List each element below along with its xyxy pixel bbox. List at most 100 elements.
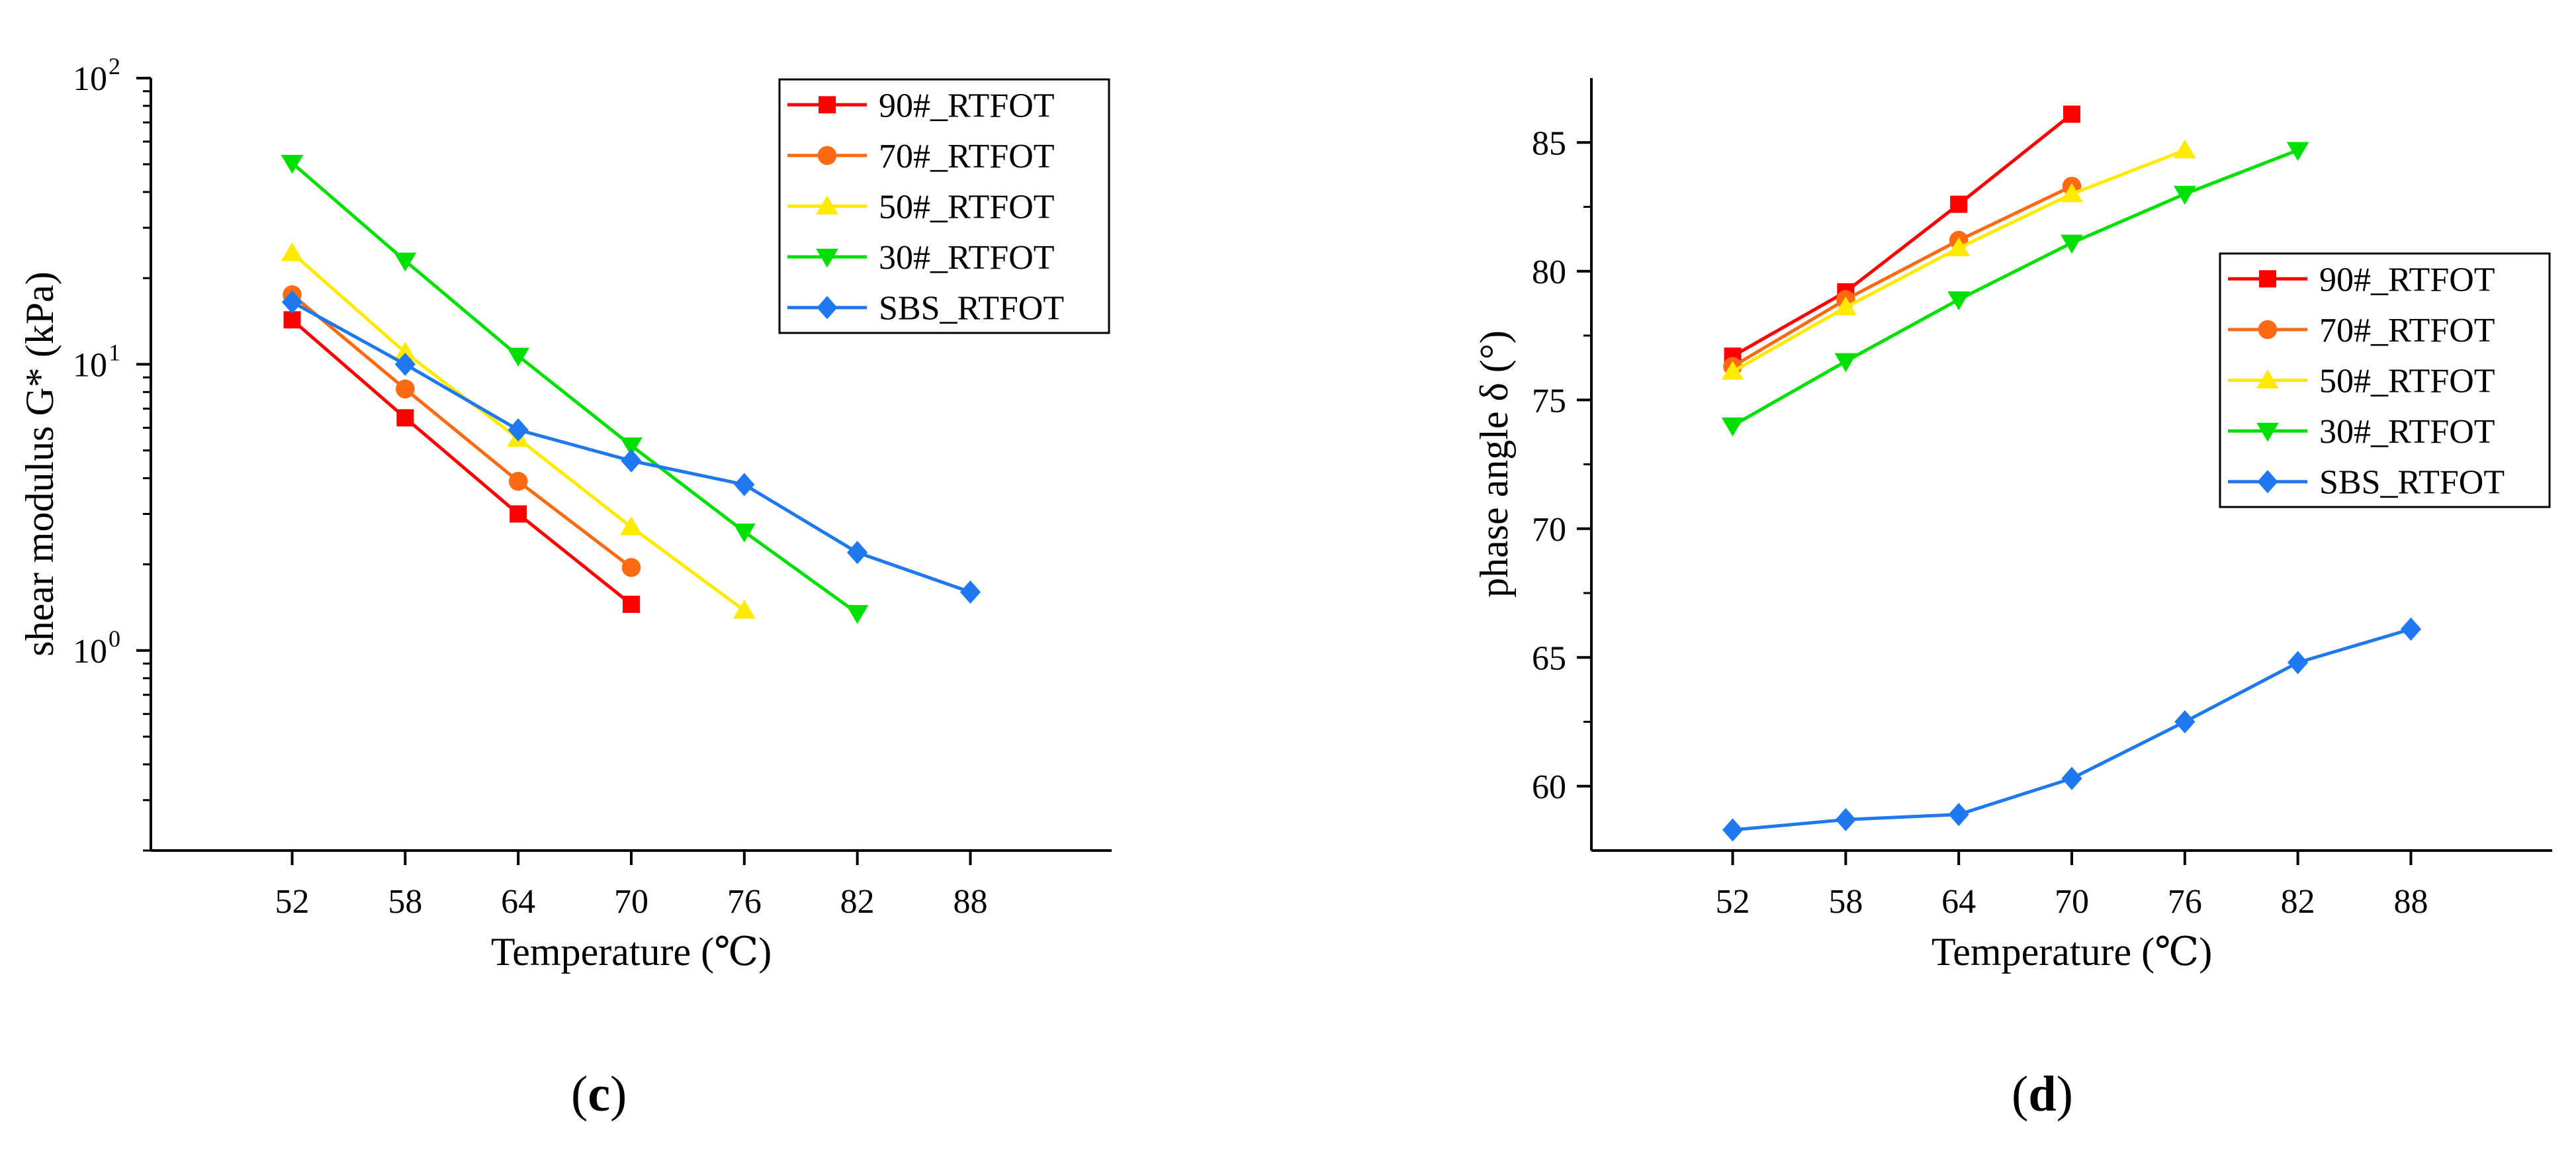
x-tick-label: 70 xyxy=(2055,883,2089,921)
x-axis-label: Temperature (℃) xyxy=(1932,930,2212,974)
legend-item: 30#_RTFOT xyxy=(787,239,1055,277)
data-point xyxy=(1834,353,1857,373)
data-point xyxy=(1834,296,1857,316)
x-axis-label: Temperature (℃) xyxy=(491,930,772,974)
series-70#_RTFOT xyxy=(283,285,641,577)
data-point xyxy=(281,290,303,314)
data-point xyxy=(1721,417,1744,437)
x-tick-label: 64 xyxy=(501,883,535,921)
data-point xyxy=(2061,234,2083,254)
x-tick-label: 64 xyxy=(1941,883,1976,921)
legend-marker xyxy=(2258,320,2278,340)
data-point xyxy=(1947,237,1971,257)
y-tick-label: 80 xyxy=(1532,254,1566,291)
data-point xyxy=(1950,195,1968,213)
y-axis-label: shear modulus G* (kPa) xyxy=(18,271,62,657)
x-tick-label: 52 xyxy=(275,883,310,921)
y-tick-label: 75 xyxy=(1532,382,1566,420)
series-line xyxy=(290,162,859,615)
legend-marker xyxy=(2256,369,2279,389)
x-tick-label: 58 xyxy=(388,883,422,921)
legend-label: SBS_RTFOT xyxy=(2319,464,2505,502)
data-point xyxy=(394,342,417,361)
data-point xyxy=(283,311,301,329)
series-line xyxy=(1732,185,2073,368)
x-tick-label: 82 xyxy=(840,883,875,921)
y-tick-exponent: 0 xyxy=(109,625,120,652)
data-point xyxy=(396,409,414,427)
data-point xyxy=(2173,139,2196,159)
series-line xyxy=(1732,148,2186,373)
series-line xyxy=(1732,627,2412,832)
data-point xyxy=(1947,291,1971,310)
legend-item: SBS_RTFOT xyxy=(787,290,1064,328)
data-point xyxy=(2063,105,2080,123)
y-tick-label: 85 xyxy=(1532,124,1566,162)
series-90#_RTFOT xyxy=(1724,105,2080,365)
series-line xyxy=(290,318,633,606)
legend-marker xyxy=(816,248,838,268)
legend: 90#_RTFOT 70#_RTFOT 50#_RTFOT 30#_RTFOT SBS_… xyxy=(778,78,1110,334)
legend-item: 50#_RTFOT xyxy=(2228,363,2495,400)
data-point xyxy=(2287,651,2309,674)
data-point xyxy=(2174,710,2196,734)
y-tick-label: 65 xyxy=(1532,639,1566,677)
data-point xyxy=(508,418,529,442)
y-tick-label: 70 xyxy=(1532,511,1566,549)
data-point xyxy=(959,580,981,604)
data-point xyxy=(507,347,530,367)
data-point xyxy=(1721,361,1744,380)
series-line xyxy=(290,293,633,569)
x-tick-label: 76 xyxy=(2168,883,2202,921)
data-point xyxy=(281,242,304,261)
caption-c: (c) xyxy=(571,1066,627,1122)
data-point xyxy=(2061,183,2083,203)
legend-marker xyxy=(816,195,838,214)
data-point xyxy=(621,558,641,577)
data-point xyxy=(623,596,640,614)
x-tick-label: 82 xyxy=(2281,883,2315,921)
y-axis-label: phase angle δ (°) xyxy=(1472,330,1516,598)
data-point xyxy=(394,252,417,272)
legend-item: 30#_RTFOT xyxy=(2228,413,2495,451)
data-point xyxy=(281,154,304,174)
legend-item: SBS_RTFOT xyxy=(2228,464,2505,502)
x-tick-label: 58 xyxy=(1828,883,1863,921)
y-tick-exponent: 2 xyxy=(109,53,120,79)
legend-label: 90#_RTFOT xyxy=(2319,261,2495,299)
data-point xyxy=(733,600,756,619)
legend-marker xyxy=(2259,270,2276,288)
legend-label: 30#_RTFOT xyxy=(879,239,1055,277)
legend-item: 50#_RTFOT xyxy=(787,189,1055,226)
legend-marker xyxy=(817,146,837,165)
data-point xyxy=(847,541,868,565)
data-point xyxy=(2061,766,2082,790)
data-point xyxy=(510,505,527,523)
legend-label: 30#_RTFOT xyxy=(2319,413,2495,451)
series-90#_RTFOT xyxy=(283,311,640,614)
series-30#_RTFOT xyxy=(1721,142,2309,437)
data-point xyxy=(1722,818,1744,842)
data-point xyxy=(2400,617,2422,641)
x-tick-label: 70 xyxy=(614,883,648,921)
data-point xyxy=(733,523,756,543)
y-tick-label: 10 xyxy=(73,346,107,384)
data-point xyxy=(620,437,643,457)
x-tick-label: 52 xyxy=(1716,883,1750,921)
y-tick-label: 60 xyxy=(1532,768,1566,806)
x-tick-label: 88 xyxy=(953,883,987,921)
data-point xyxy=(394,352,416,376)
legend-item: 90#_RTFOT xyxy=(2228,261,2495,299)
data-point xyxy=(846,605,869,624)
data-point xyxy=(2286,142,2309,162)
series-SBS_RTFOT xyxy=(1722,617,2422,842)
y-tick-label: 10 xyxy=(73,60,107,98)
legend-label: 50#_RTFOT xyxy=(879,189,1055,226)
x-tick-label: 76 xyxy=(727,883,762,921)
legend-marker xyxy=(2257,470,2278,494)
caption-d: (d) xyxy=(2012,1066,2073,1122)
series-30#_RTFOT xyxy=(281,154,869,624)
data-point xyxy=(734,473,755,496)
